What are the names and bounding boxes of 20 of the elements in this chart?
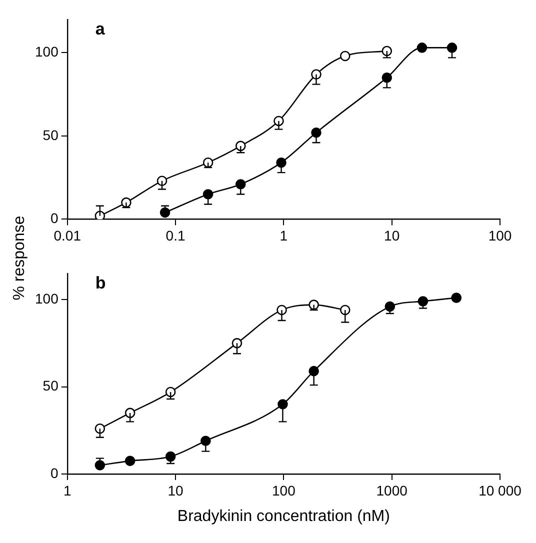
- y-tick-label: 100: [35, 290, 59, 306]
- y-tick-label: 50: [42, 126, 59, 143]
- annotation: a: [95, 20, 106, 39]
- y-tick-label: 100: [35, 44, 59, 60]
- x-tick-label: 100: [488, 227, 512, 244]
- x-tick-label: 10: [384, 227, 400, 244]
- y-axis-title: % response: [11, 216, 29, 300]
- y-tick-label: 0: [50, 464, 59, 481]
- x-tick-label: 1: [280, 227, 288, 244]
- y-tick-label: 0: [50, 210, 59, 226]
- x-tick-label: 0.1: [166, 227, 186, 244]
- annotation: b: [95, 274, 106, 293]
- x-tick-label: 1000: [376, 482, 408, 498]
- x-tick-label: 100: [272, 482, 296, 498]
- x-axis-title: Bradykinin concentration (nM): [177, 508, 390, 525]
- x-tick-label: 10: [168, 482, 184, 498]
- x-tick-label: 0.01: [54, 227, 82, 244]
- y-tick-label: 50: [42, 378, 59, 394]
- x-tick-label: 1: [63, 482, 72, 498]
- x-tick-label: 10 000: [478, 482, 522, 498]
